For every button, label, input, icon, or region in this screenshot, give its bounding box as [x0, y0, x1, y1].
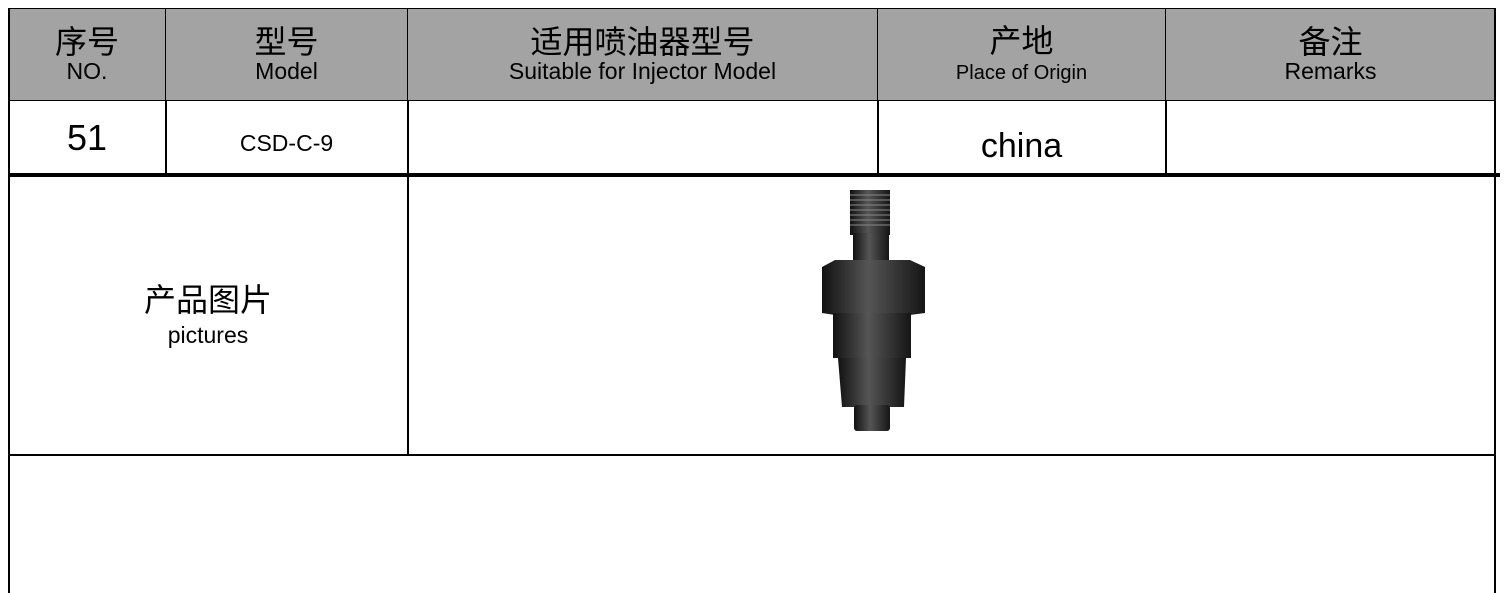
border: [1494, 8, 1496, 593]
header-zh: 产地: [989, 23, 1054, 60]
product-image: [822, 190, 925, 431]
header-cell: 适用喷油器型号 Suitable for Injector Model: [407, 8, 878, 101]
header-cell: 型号 Model: [165, 8, 408, 101]
border: [8, 173, 1500, 177]
border: [877, 100, 879, 176]
header-cell: 序号 NO.: [8, 8, 166, 101]
border: [407, 100, 409, 456]
border: [1165, 100, 1167, 176]
header-en: NO.: [66, 58, 108, 85]
pictures-zh: 产品图片: [143, 281, 272, 318]
header-zh: 备注: [1298, 23, 1363, 60]
pictures-en: pictures: [167, 322, 249, 349]
header-zh: 型号: [254, 23, 319, 60]
header-en: Model: [255, 58, 318, 85]
border: [8, 454, 1496, 456]
header-en: Suitable for Injector Model: [508, 58, 777, 85]
cell-origin: china: [980, 126, 1063, 165]
border: [8, 8, 10, 593]
header-cell: 产地 Place of Origin: [877, 8, 1166, 101]
header-zh: 序号: [54, 23, 119, 60]
header-zh: 适用喷油器型号: [530, 23, 755, 60]
header-en: Place of Origin: [955, 61, 1088, 84]
header-cell: 备注 Remarks: [1165, 8, 1496, 101]
border: [165, 100, 167, 176]
header-en: Remarks: [1284, 58, 1377, 85]
cell-model: CSD-C-9: [239, 130, 334, 156]
cell-no: 51: [66, 116, 108, 158]
pictures-label: 产品图片 pictures: [8, 177, 408, 454]
